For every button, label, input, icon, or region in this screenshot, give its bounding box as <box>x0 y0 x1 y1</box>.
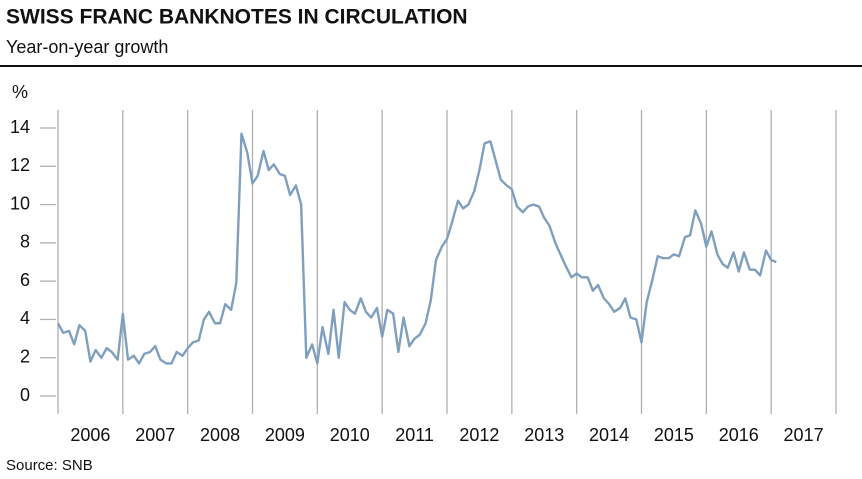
x-tick-label: 2013 <box>524 425 564 445</box>
chart-subtitle: Year-on-year growth <box>6 37 168 57</box>
x-tick-label: 2017 <box>784 425 824 445</box>
x-tick-label: 2010 <box>330 425 370 445</box>
x-tick-label: 2009 <box>265 425 305 445</box>
x-tick-label: 2015 <box>654 425 694 445</box>
y-unit: % <box>12 82 28 102</box>
y-tick-label: 6 <box>20 270 30 290</box>
y-tick-label: 4 <box>20 308 30 328</box>
x-tick-label: 2008 <box>200 425 240 445</box>
x-tick-label: 2011 <box>395 425 434 445</box>
source: Source: SNB <box>6 457 93 474</box>
y-tick-label: 8 <box>20 232 30 252</box>
x-tick-label: 2016 <box>719 425 759 445</box>
x-tick-label: 2007 <box>135 425 175 445</box>
y-tick-label: 12 <box>10 155 30 175</box>
x-tick-label: 2012 <box>459 425 499 445</box>
data-line <box>56 132 777 365</box>
y-tick-label: 10 <box>10 193 30 213</box>
y-tick-label: 14 <box>10 117 30 137</box>
y-tick-label: 0 <box>20 385 30 405</box>
chart-title: SWISS FRANC BANKNOTES IN CIRCULATION <box>6 6 468 29</box>
x-tick-label: 2014 <box>589 425 629 445</box>
x-tick-label: 2006 <box>70 425 110 445</box>
y-tick-label: 2 <box>20 346 30 366</box>
